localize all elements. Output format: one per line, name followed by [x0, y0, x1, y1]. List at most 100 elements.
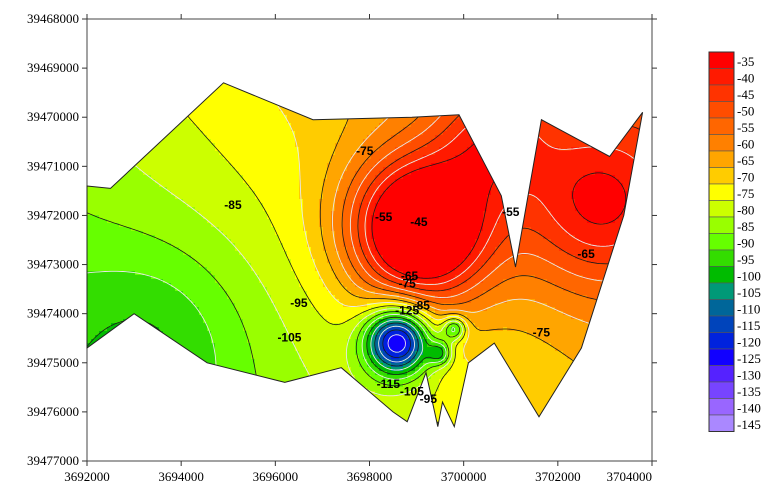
contour-cell — [263, 339, 268, 344]
contour-cell — [251, 163, 256, 168]
contour-cell — [211, 219, 216, 224]
contour-cell — [167, 291, 172, 296]
contour-cell — [175, 307, 180, 312]
contour-cell — [87, 311, 92, 316]
contour-cell — [115, 251, 120, 256]
contour-cell — [255, 295, 260, 300]
contour-cell — [255, 359, 260, 364]
contour-cell — [155, 231, 160, 236]
contour-cell — [123, 247, 128, 252]
contour-cell — [231, 311, 236, 316]
contour-cell — [255, 311, 260, 316]
contour-cell — [155, 171, 160, 176]
contour-cell — [251, 263, 256, 268]
contour-cell — [111, 247, 116, 252]
contour-cell — [119, 191, 124, 196]
contour-cell — [251, 271, 256, 276]
contour-cell — [111, 255, 116, 260]
contour-cell — [263, 371, 268, 376]
contour-cell — [111, 199, 116, 204]
contour-cell — [227, 147, 232, 152]
contour-cell — [155, 151, 160, 156]
contour-cell — [239, 107, 244, 112]
contour-cell — [115, 315, 120, 320]
contour-cell — [171, 143, 176, 148]
contour-cell — [167, 151, 172, 156]
contour-cell — [159, 147, 164, 152]
contour-cell — [171, 207, 176, 212]
contour-cell — [215, 163, 220, 168]
contour-cell — [175, 323, 180, 328]
contour-cell — [179, 187, 184, 192]
contour-cell — [183, 127, 188, 132]
contour-cell — [251, 207, 256, 212]
contour-cell — [87, 219, 92, 224]
contour-cell — [243, 159, 248, 164]
contour-cell — [207, 235, 212, 240]
contour-cell — [171, 179, 176, 184]
contour-cell — [195, 323, 200, 328]
contour-cell — [163, 195, 168, 200]
contour-cell — [207, 143, 212, 148]
contour-cell — [171, 175, 176, 180]
contour-cell — [115, 199, 120, 204]
contour-cell — [95, 327, 100, 332]
contour-cell — [107, 275, 112, 280]
contour-cell — [219, 303, 224, 308]
contour-cell — [235, 139, 240, 144]
contour-cell — [135, 279, 140, 284]
contour-cell — [119, 211, 124, 216]
contour-cell — [251, 347, 256, 352]
contour-cell — [167, 155, 172, 160]
contour-cell — [231, 315, 236, 320]
contour-cell — [251, 219, 256, 224]
contour-cell — [127, 219, 132, 224]
contour-cell — [95, 291, 100, 296]
contour-cell — [211, 359, 216, 364]
contour-cell — [87, 251, 92, 256]
contour-cell — [255, 355, 260, 360]
contour-cell — [171, 263, 176, 268]
contour-cell — [235, 219, 240, 224]
contour-cell — [203, 127, 208, 132]
contour-cell — [263, 227, 268, 232]
contour-cell — [199, 211, 204, 216]
contour-cell — [219, 111, 224, 116]
contour-cell — [199, 123, 204, 128]
contour-cell — [211, 311, 216, 316]
contour-cell — [87, 247, 92, 252]
contour-cell — [179, 131, 184, 136]
contour-cell — [219, 171, 224, 176]
contour-cell — [131, 283, 136, 288]
contour-cell — [219, 331, 224, 336]
contour-cell — [263, 327, 268, 332]
contour-cell — [259, 119, 264, 124]
contour-cell — [131, 295, 136, 300]
contour-cell — [243, 135, 248, 140]
contour-cell — [243, 283, 248, 288]
contour-cell — [235, 147, 240, 152]
contour-cell — [239, 335, 244, 340]
contour-cell — [119, 219, 124, 224]
contour-cell — [199, 119, 204, 124]
contour-cell — [175, 143, 180, 148]
contour-cell — [223, 203, 228, 208]
contour-cell — [195, 299, 200, 304]
contour-cell — [259, 335, 264, 340]
contour-cell — [203, 243, 208, 248]
contour-cell — [235, 143, 240, 148]
contour-cell — [255, 119, 260, 124]
contour-cell — [235, 299, 240, 304]
contour-cell — [215, 355, 220, 360]
contour-cell — [127, 311, 132, 316]
contour-cell — [199, 219, 204, 224]
contour-cell — [219, 195, 224, 200]
contour-cell — [223, 303, 228, 308]
contour-cell — [255, 163, 260, 168]
contour-cell — [159, 283, 164, 288]
contour-cell — [95, 259, 100, 264]
contour-cell — [223, 315, 228, 320]
contour-cell — [159, 315, 164, 320]
contour-cell — [259, 351, 264, 356]
contour-cell — [143, 179, 148, 184]
